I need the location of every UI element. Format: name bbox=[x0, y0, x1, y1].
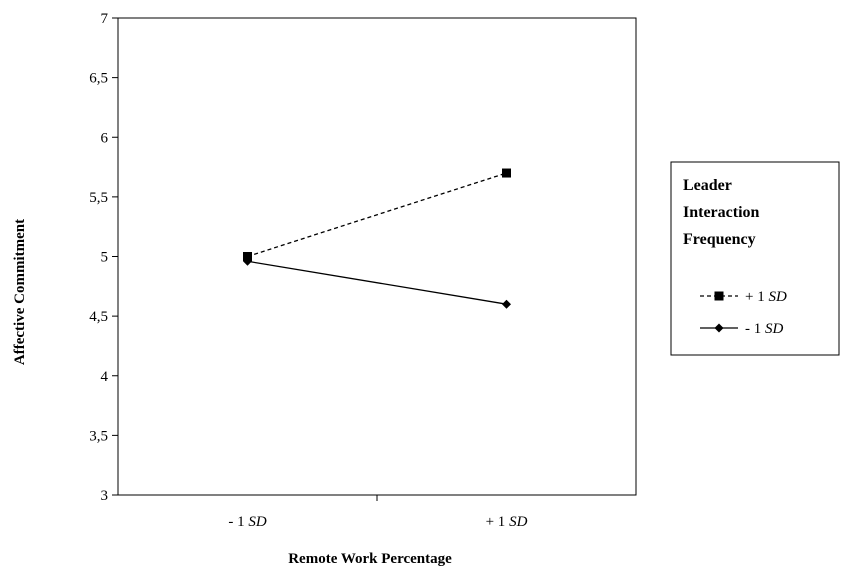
y-axis-title: Affective Commitment bbox=[12, 219, 28, 365]
data-point bbox=[502, 168, 511, 178]
plot-area bbox=[117, 17, 637, 496]
y-tick-label: 3,5 bbox=[89, 428, 108, 444]
y-tick-label: 4 bbox=[101, 369, 109, 385]
legend-swatch-marker bbox=[714, 291, 724, 301]
legend-box bbox=[670, 161, 840, 356]
series-layer bbox=[243, 168, 511, 309]
series-line bbox=[247, 172, 507, 258]
y-tick-label: 5,5 bbox=[89, 190, 108, 206]
legend-entry: - 1 SD bbox=[700, 321, 784, 337]
legend-swatch-marker bbox=[714, 323, 724, 333]
data-point bbox=[243, 256, 252, 266]
x-axis-title: Remote Work Percentage bbox=[288, 551, 452, 567]
series-high bbox=[243, 168, 511, 261]
y-tick-label: 7 bbox=[101, 11, 109, 27]
x-tick-label: + 1 SD bbox=[486, 514, 528, 530]
legend-title-line-1: Leader bbox=[683, 177, 732, 194]
y-tick-label: 6 bbox=[101, 130, 109, 146]
y-tick-label: 5 bbox=[101, 250, 109, 266]
y-tick-label: 6,5 bbox=[89, 71, 108, 87]
y-tick-label: 4,5 bbox=[89, 309, 108, 325]
series-low bbox=[243, 256, 511, 309]
legend-label: - 1 SD bbox=[745, 321, 784, 337]
legend-title-line-3: Frequency bbox=[683, 231, 756, 248]
legend-title-line-2: Interaction bbox=[683, 204, 760, 221]
y-axis: 3 3,5 4 4,5 5 5,5 6 6,5 7 bbox=[89, 11, 118, 504]
x-axis: - 1 SD + 1 SD bbox=[228, 495, 528, 530]
legend: Leader Interaction Frequency + 1 SD - 1 S… bbox=[670, 161, 840, 356]
data-point bbox=[243, 252, 252, 261]
series-line bbox=[247, 260, 507, 305]
x-tick-label: - 1 SD bbox=[228, 514, 267, 530]
y-tick-label: 3 bbox=[101, 488, 109, 504]
legend-entry: + 1 SD bbox=[700, 289, 787, 305]
legend-entries: + 1 SD - 1 SD bbox=[700, 289, 787, 337]
legend-label: + 1 SD bbox=[745, 289, 787, 305]
data-point bbox=[502, 299, 511, 309]
